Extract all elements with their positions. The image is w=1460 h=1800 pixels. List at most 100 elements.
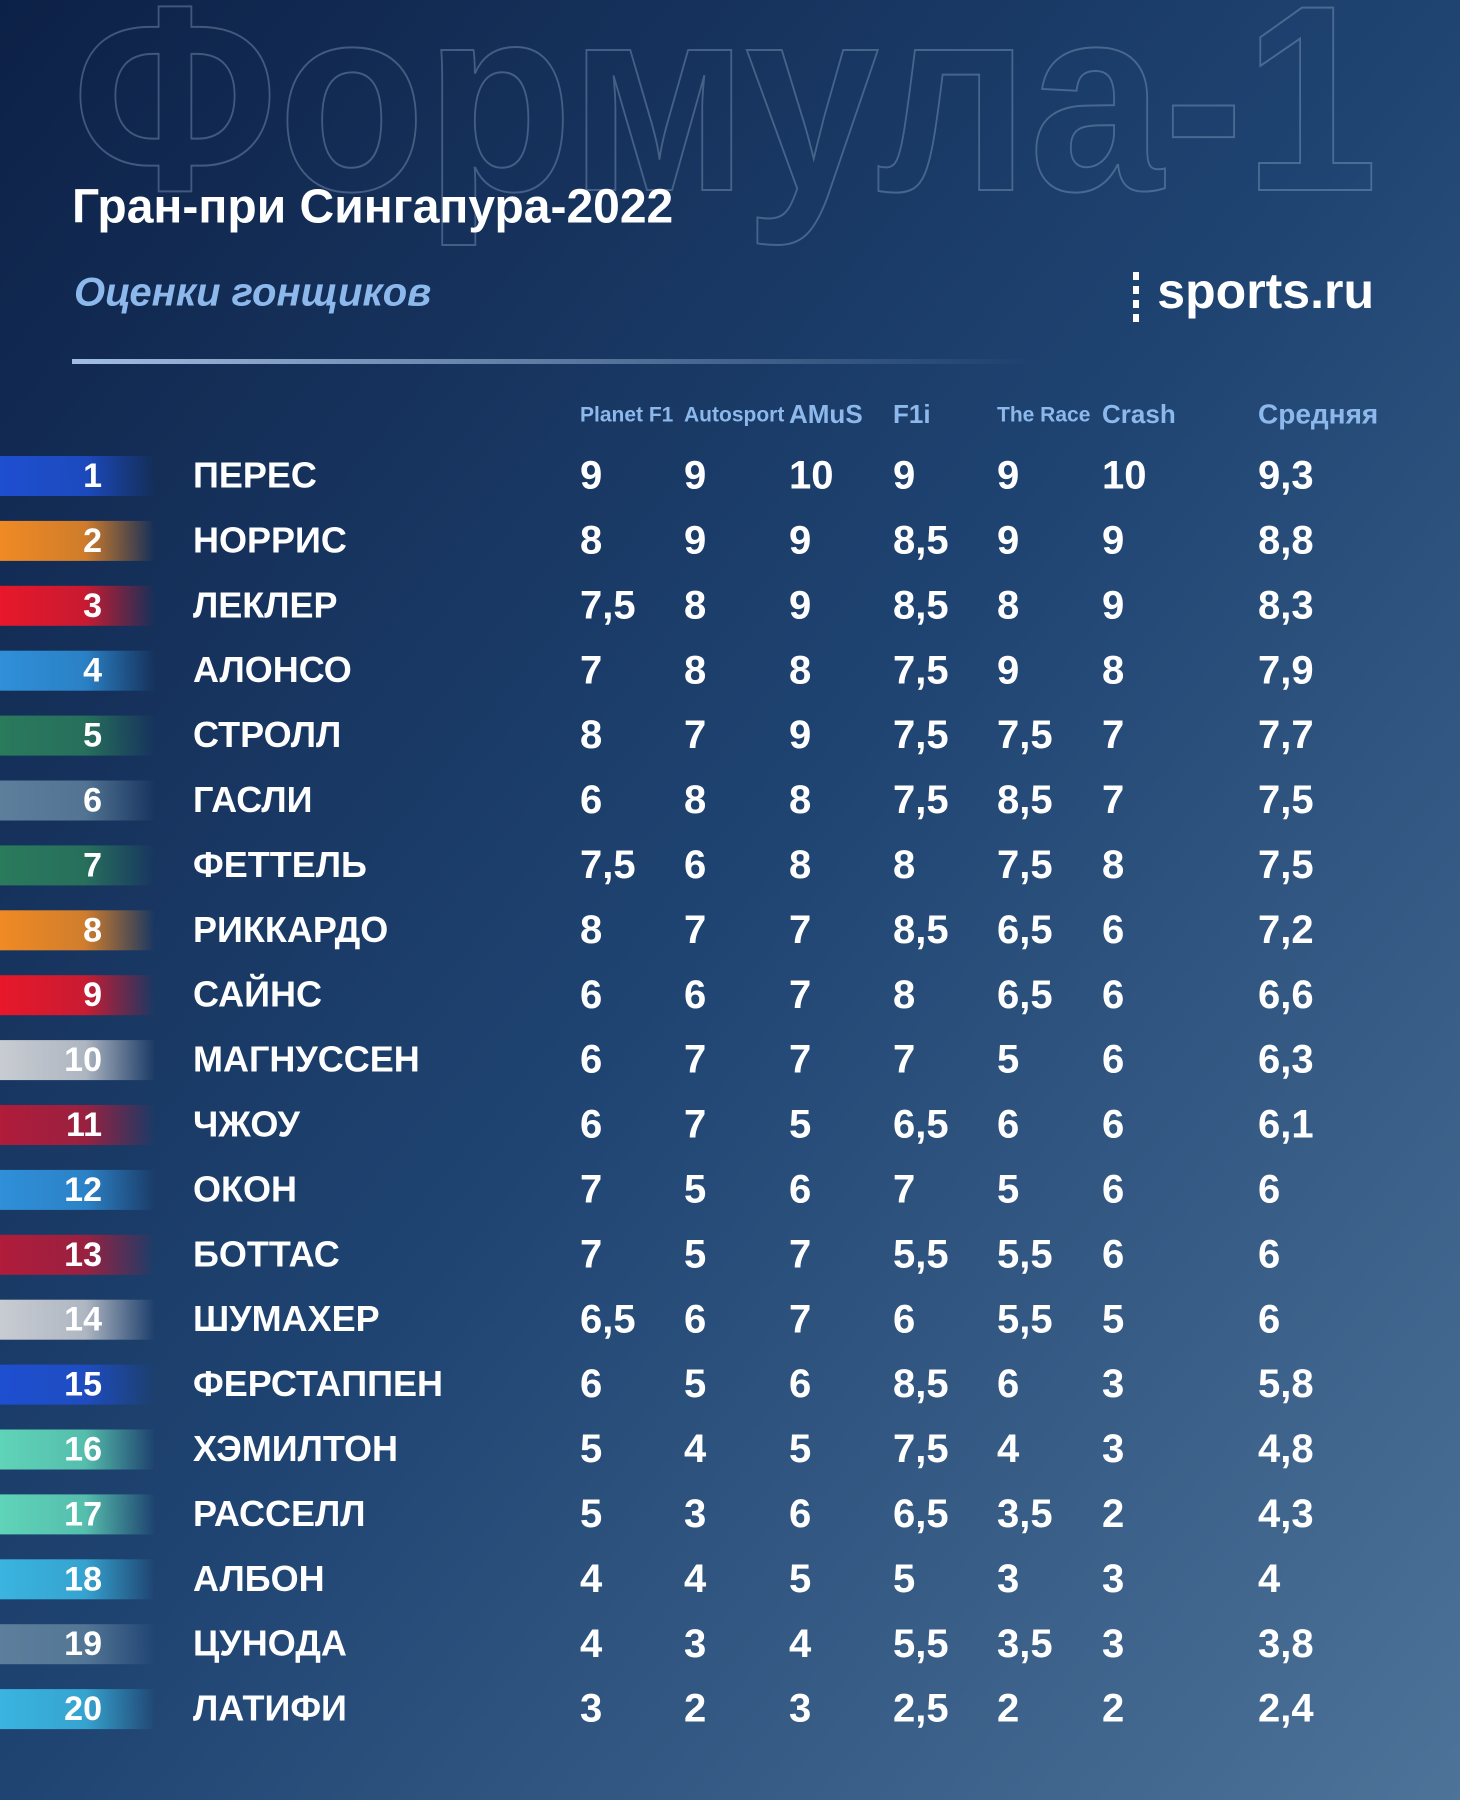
driver-row: 11 ЧЖОУ 6 7 5 6,5 6 6 6,1 [0,1103,1314,1147]
score: 8 [1102,843,1124,887]
column-header: Planet F1 [580,404,674,427]
score: 6 [1102,973,1124,1017]
team-color-bar [0,1559,155,1600]
score: 5 [789,1557,811,1601]
score: 9 [893,454,915,498]
divider [72,359,1032,364]
score: 8 [580,908,602,952]
rank: 2 [83,522,102,560]
rank: 18 [64,1560,102,1598]
score: 3 [684,1492,706,1536]
team-color-bar [0,1234,155,1275]
average-score: 6 [1258,1232,1280,1276]
score: 6 [1102,908,1124,952]
driver-name: СТРОЛЛ [193,714,341,755]
average-score: 6,6 [1258,973,1314,1017]
score: 7 [684,1038,706,1082]
score: 6 [997,1362,1019,1406]
score: 6 [580,778,602,822]
score: 8 [1102,648,1124,692]
score: 8,5 [997,778,1053,822]
score: 9 [789,713,811,757]
score: 7 [1102,778,1124,822]
score: 6 [997,1103,1019,1147]
score: 6,5 [893,1492,949,1536]
rank: 7 [83,846,102,884]
score: 6 [1102,1103,1124,1147]
score: 6 [893,1297,915,1341]
average-score: 4,3 [1258,1492,1314,1536]
score: 5,5 [893,1622,949,1666]
rank: 14 [64,1301,102,1339]
driver-row: 5 СТРОЛЛ 8 7 9 7,5 7,5 7 7,7 [0,713,1314,757]
driver-name: РАССЕЛЛ [193,1493,365,1534]
score: 5,5 [997,1232,1053,1276]
rank: 6 [83,781,102,819]
score: 5,5 [997,1297,1053,1341]
average-score: 4 [1258,1557,1281,1601]
score: 7 [1102,713,1124,757]
driver-name: ОКОН [193,1168,297,1209]
rank: 10 [64,1041,102,1079]
driver-name: ЛЕКЛЕР [193,584,338,625]
average-score: 8,3 [1258,583,1314,627]
average-score: 4,8 [1258,1427,1314,1471]
score: 9 [789,583,811,627]
score: 4 [684,1557,707,1601]
subtitle: Оценки гонщиков [74,271,431,315]
score: 2 [997,1687,1019,1731]
driver-row: 19 ЦУНОДА 4 3 4 5,5 3,5 3 3,8 [0,1622,1314,1666]
score: 4 [580,1557,603,1601]
score: 6 [789,1492,811,1536]
score: 6,5 [997,908,1053,952]
driver-row: 2 НОРРИС 8 9 9 8,5 9 9 8,8 [0,518,1314,562]
rank: 19 [64,1625,102,1663]
column-header: Средняя [1258,398,1378,429]
score: 6 [684,843,706,887]
score: 2 [1102,1687,1124,1731]
score: 9 [997,648,1019,692]
score: 2 [684,1687,706,1731]
team-color-bar [0,650,155,691]
score: 6 [580,1038,602,1082]
score: 7,5 [893,713,949,757]
score: 7 [789,1297,811,1341]
team-color-bar [0,456,155,496]
score: 7 [893,1038,915,1082]
team-color-bar [0,1040,155,1081]
score: 7 [580,1167,602,1211]
score: 8 [893,843,915,887]
driver-name: ФЕРСТАППЕН [193,1363,443,1404]
rank: 8 [83,911,102,949]
score: 7 [684,713,706,757]
average-score: 6 [1258,1297,1280,1341]
team-color-bar [0,715,155,756]
average-score: 9,3 [1258,454,1314,498]
score: 2,5 [893,1687,949,1731]
score: 7 [789,1232,811,1276]
score: 5 [997,1038,1019,1082]
average-score: 7,5 [1258,778,1314,822]
average-score: 3,8 [1258,1622,1314,1666]
average-score: 7,2 [1258,908,1314,952]
driver-name: БОТТАС [193,1233,340,1274]
score: 3 [1102,1427,1124,1471]
column-header: The Race [997,404,1090,427]
score: 8,5 [893,908,949,952]
ratings-table: Planet F1 Autosport AMuS F1i The Race Crash Ср… [0,398,1378,1731]
title: Гран-при Сингапура-2022 [72,181,673,234]
rank: 15 [64,1366,102,1404]
score: 9 [684,518,706,562]
team-color-bar [0,1364,155,1405]
score: 8,5 [893,518,949,562]
score: 6 [1102,1232,1124,1276]
average-score: 6,3 [1258,1038,1314,1082]
score: 4 [789,1622,812,1666]
score: 2 [1102,1492,1124,1536]
team-color-bar [0,780,155,821]
rank: 16 [64,1430,102,1468]
score: 9 [580,454,602,498]
rank: 12 [64,1171,102,1209]
